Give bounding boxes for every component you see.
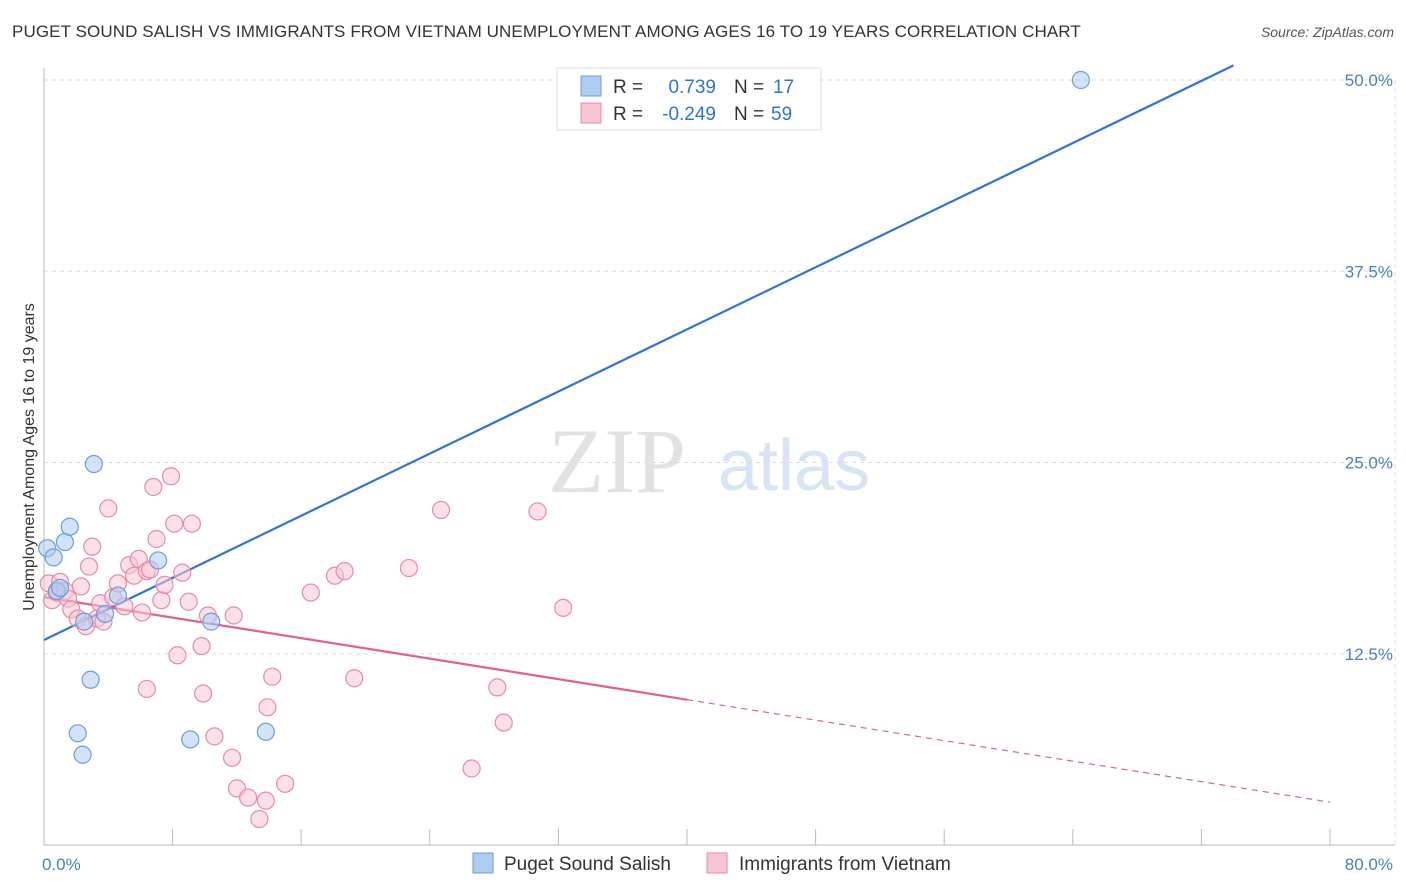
pink-data-point	[173, 563, 192, 582]
pink-trend-line	[43, 596, 688, 701]
blue-data-point	[50, 578, 70, 598]
y-tick-label: 50.0%	[1345, 71, 1393, 90]
pink-data-point	[462, 759, 481, 778]
x-tick-label: 0.0%	[42, 855, 81, 874]
x-tick-label: 80.0%	[1345, 855, 1393, 874]
pink-data-point	[399, 558, 419, 578]
pink-data-point	[488, 678, 507, 697]
pink-data-point	[224, 606, 243, 625]
pink-data-point	[276, 774, 295, 793]
pink-data-point	[250, 809, 269, 829]
bottom-legend-label-blue: Puget Sound Salish	[504, 854, 671, 875]
blue-data-point	[75, 612, 94, 631]
legend-n-value-blue: 17	[773, 77, 794, 98]
blue-data-point	[202, 612, 221, 631]
tick-labels: 12.5% 25.0% 37.5% 50.0% 0.0% 80.0%	[42, 71, 1393, 874]
pink-data-point	[494, 713, 513, 732]
blue-data-point	[81, 670, 100, 689]
bottom-legend-swatch-pink	[706, 852, 728, 874]
pink-data-point	[222, 748, 242, 767]
pink-data-point	[179, 592, 198, 611]
legend-swatch-pink	[580, 102, 602, 124]
pink-data-point	[132, 603, 152, 622]
chart-title: PUGET SOUND SALISH VS IMMIGRANTS FROM VI…	[12, 22, 1081, 41]
pink-data-point	[83, 537, 102, 556]
pink-data-point	[301, 583, 320, 602]
pink-data-point	[345, 669, 364, 688]
pink-data-point	[263, 667, 282, 686]
pink-data-point	[205, 727, 224, 746]
legend-n-label-blue: N =	[734, 77, 764, 98]
pink-data-point	[137, 679, 156, 699]
source-credit: Source: ZipAtlas.com	[1260, 24, 1394, 40]
blue-data-point	[181, 730, 200, 749]
pink-data-point	[239, 788, 258, 807]
pink-data-point	[71, 577, 91, 596]
watermark-zip: ZIP	[548, 410, 686, 512]
pink-data-point	[431, 500, 451, 520]
y-tick-label: 37.5%	[1345, 262, 1393, 281]
pink-data-point	[79, 557, 99, 576]
pink-data-point	[192, 636, 211, 656]
legend-r-value-pink: -0.249	[662, 104, 716, 125]
bottom-legend-label-pink: Immigrants from Vietnam	[739, 854, 951, 875]
blue-data-point	[55, 532, 74, 552]
pink-data-point	[147, 529, 166, 549]
pink-data-point	[256, 791, 275, 810]
blue-data-point	[149, 551, 168, 570]
legend-r-label-blue: R =	[613, 77, 643, 98]
blue-data-point	[108, 586, 128, 605]
blue-data-point	[256, 722, 275, 741]
pink-data-point	[99, 499, 118, 518]
pink-trend-line-extension	[686, 699, 1331, 803]
pink-data-point	[165, 514, 184, 533]
pink-data-point	[258, 698, 277, 717]
pink-data-point	[182, 514, 201, 533]
data-points	[38, 70, 1090, 829]
pink-data-point	[152, 591, 171, 610]
y-tick-label: 12.5%	[1345, 645, 1393, 664]
legend-n-label-pink: N =	[734, 104, 764, 125]
y-tick-label: 25.0%	[1345, 454, 1393, 473]
blue-data-point	[95, 604, 115, 624]
bottom-legend-swatch-blue	[472, 852, 494, 874]
legend-r-label-pink: R =	[613, 104, 643, 125]
pink-data-point	[528, 502, 547, 521]
blue-data-point	[1071, 70, 1090, 90]
blue-data-point	[84, 454, 103, 474]
pink-data-point	[194, 684, 213, 703]
pink-data-point	[144, 477, 163, 497]
watermark: ZIP atlas	[548, 410, 870, 512]
pink-data-point	[155, 575, 174, 595]
series-legend: Puget Sound Salish Immigrants from Vietn…	[472, 852, 951, 875]
axes	[43, 68, 1395, 846]
blue-data-point	[68, 724, 87, 743]
legend-n-value-pink: 59	[771, 104, 792, 125]
legend-swatch-blue	[580, 75, 602, 97]
pink-data-point	[161, 467, 181, 486]
watermark-atlas: atlas	[718, 426, 870, 506]
trend-lines	[43, 64, 1331, 803]
pink-data-point	[554, 598, 573, 617]
blue-data-point	[73, 745, 92, 764]
blue-data-point	[60, 517, 79, 536]
y-axis-title: Unemployment Among Ages 16 to 19 years	[21, 303, 38, 611]
legend-r-value-blue: 0.739	[668, 77, 716, 98]
pink-data-point	[168, 646, 187, 665]
blue-data-point	[44, 548, 63, 567]
grid-lines	[44, 79, 1396, 845]
correlation-legend: R = 0.739 N = 17 R = -0.249 N = 59	[556, 67, 822, 131]
pink-data-point	[335, 562, 354, 581]
blue-trend-line	[43, 64, 1235, 641]
